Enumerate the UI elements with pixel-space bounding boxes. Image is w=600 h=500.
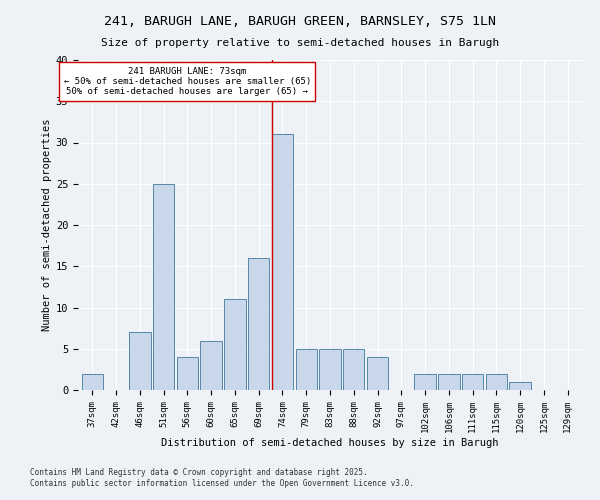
Bar [82, 374, 103, 390]
Bar [272, 134, 293, 390]
Bar [319, 349, 341, 390]
Bar [248, 258, 269, 390]
Text: Size of property relative to semi-detached houses in Barugh: Size of property relative to semi-detach… [101, 38, 499, 48]
Bar [367, 357, 388, 390]
Bar [200, 340, 222, 390]
Bar [486, 374, 507, 390]
Bar [462, 374, 484, 390]
X-axis label: Distribution of semi-detached houses by size in Barugh: Distribution of semi-detached houses by … [161, 438, 499, 448]
Text: 241, BARUGH LANE, BARUGH GREEN, BARNSLEY, S75 1LN: 241, BARUGH LANE, BARUGH GREEN, BARNSLEY… [104, 15, 496, 28]
Text: 241 BARUGH LANE: 73sqm
← 50% of semi-detached houses are smaller (65)
50% of sem: 241 BARUGH LANE: 73sqm ← 50% of semi-det… [64, 66, 311, 96]
Y-axis label: Number of semi-detached properties: Number of semi-detached properties [41, 118, 52, 331]
Bar [176, 357, 198, 390]
Bar [129, 332, 151, 390]
Bar [224, 299, 245, 390]
Bar [343, 349, 364, 390]
Bar [415, 374, 436, 390]
Bar [438, 374, 460, 390]
Text: Contains HM Land Registry data © Crown copyright and database right 2025.
Contai: Contains HM Land Registry data © Crown c… [30, 468, 414, 487]
Bar [509, 382, 531, 390]
Bar [296, 349, 317, 390]
Bar [153, 184, 174, 390]
